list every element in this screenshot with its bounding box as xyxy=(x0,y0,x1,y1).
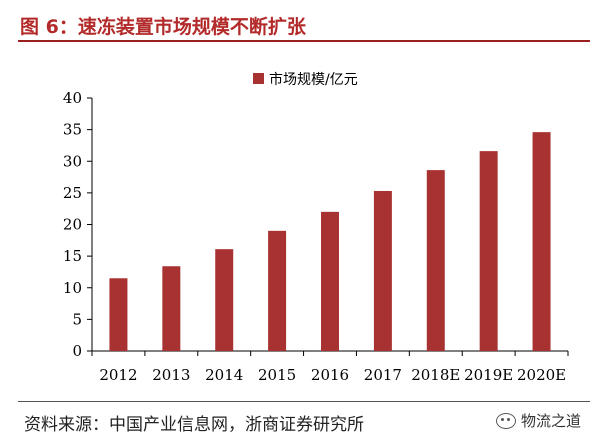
y-tick-label: 10 xyxy=(63,279,82,297)
legend: 市场规模/亿元 xyxy=(253,71,358,88)
bar-2015 xyxy=(268,230,287,351)
wechat-icon xyxy=(496,412,516,429)
x-tick-label: 2012 xyxy=(99,366,137,384)
bar-2013 xyxy=(162,266,181,351)
bar-2020E xyxy=(532,132,551,351)
watermark: 物流之道 xyxy=(496,410,581,431)
title-divider xyxy=(18,40,590,42)
x-tick-label: 2020E xyxy=(517,366,566,384)
x-tick-label: 2014 xyxy=(205,366,243,384)
bar-2018E xyxy=(426,170,445,351)
y-tick-label: 30 xyxy=(63,152,82,170)
source-note: 资料来源：中国产业信息网，浙商证券研究所 xyxy=(24,415,364,435)
y-tick-label: 25 xyxy=(63,184,82,202)
figure-title: 图 6：速冻装置市场规模不断扩张 xyxy=(20,16,306,38)
x-tick-label: 2013 xyxy=(152,366,190,384)
x-tick-label: 2016 xyxy=(311,366,349,384)
x-axis: 2012 2013 2014 2015 2016 2017 2018E 2019E 2020E xyxy=(91,350,569,384)
y-axis: 0 5 10 15 20 25 30 35 40 xyxy=(63,89,93,360)
x-tick-label: 2017 xyxy=(364,366,402,384)
bar-2017 xyxy=(373,190,392,351)
bar-2019E xyxy=(479,151,498,351)
y-tick-label: 20 xyxy=(63,216,82,234)
bars xyxy=(109,132,551,351)
y-tick-label: 35 xyxy=(63,121,82,139)
y-tick-label: 0 xyxy=(72,342,82,360)
y-tick-label: 40 xyxy=(63,89,82,107)
x-tick-label: 2015 xyxy=(258,366,296,384)
y-tick-label: 15 xyxy=(63,247,82,265)
bar-2016 xyxy=(321,211,339,351)
x-tick-label: 2018E xyxy=(411,366,460,384)
bar-2014 xyxy=(215,249,234,351)
x-tick-label: 2019E xyxy=(464,366,513,384)
legend-swatch xyxy=(253,73,264,84)
watermark-text: 物流之道 xyxy=(521,412,582,430)
y-tick-label: 5 xyxy=(72,310,82,328)
bar-2012 xyxy=(109,278,128,351)
legend-label: 市场规模/亿元 xyxy=(269,71,358,88)
source-divider xyxy=(18,401,590,402)
